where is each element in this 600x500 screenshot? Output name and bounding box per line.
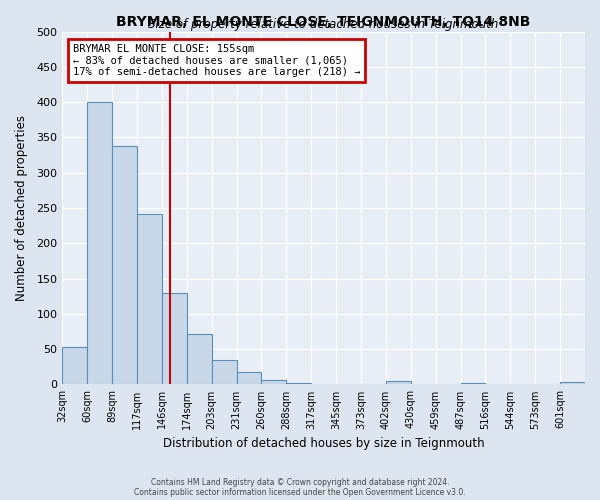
Bar [286,383,311,384]
X-axis label: Distribution of detached houses by size in Teignmouth: Distribution of detached houses by size … [163,437,484,450]
Bar [212,360,236,384]
Bar [386,381,411,384]
Bar [187,334,212,384]
Text: Size of property relative to detached houses in Teignmouth: Size of property relative to detached ho… [148,18,499,31]
Bar [236,372,262,384]
Bar [560,382,585,384]
Bar [162,292,187,384]
Title: BRYMAR, EL MONTE CLOSE, TEIGNMOUTH, TQ14 8NB: BRYMAR, EL MONTE CLOSE, TEIGNMOUTH, TQ14… [116,15,531,29]
Bar [461,383,485,384]
Bar [137,214,162,384]
Bar [112,146,137,384]
Text: BRYMAR EL MONTE CLOSE: 155sqm
← 83% of detached houses are smaller (1,065)
17% o: BRYMAR EL MONTE CLOSE: 155sqm ← 83% of d… [73,44,360,77]
Text: Contains HM Land Registry data © Crown copyright and database right 2024.
Contai: Contains HM Land Registry data © Crown c… [134,478,466,497]
Bar [87,102,112,385]
Bar [262,380,286,384]
Bar [62,347,87,385]
Y-axis label: Number of detached properties: Number of detached properties [15,115,28,301]
